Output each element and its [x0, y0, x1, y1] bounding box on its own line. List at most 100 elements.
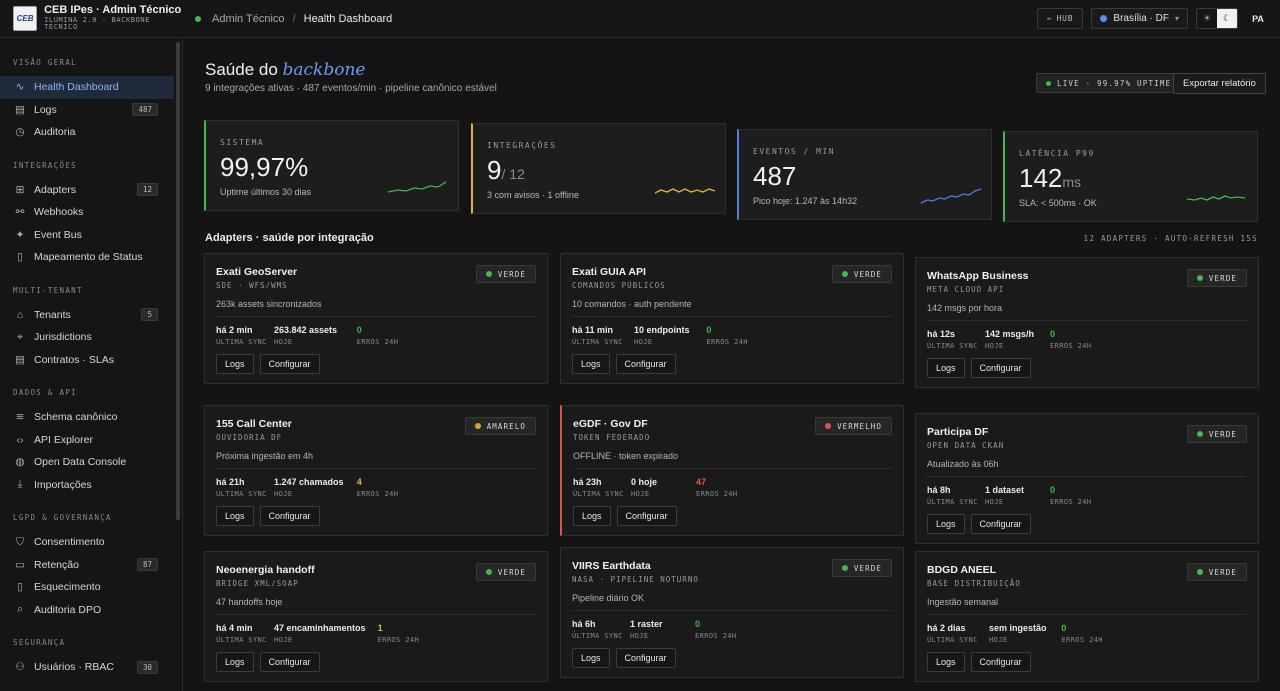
divider [927, 476, 1247, 477]
adapters-section-title: Adapters · saúde por integração [205, 232, 374, 244]
kpi-card-sistema: SISTEMA 99,97% Uptime últimos 30 dias [204, 120, 459, 211]
configure-button[interactable]: Configurar [615, 648, 676, 668]
sidebar-item-label: API Explorer [34, 433, 93, 446]
divider [216, 316, 536, 317]
kpi-note: SLA: < 500ms · OK [1019, 198, 1097, 208]
sidebar-item-consentimento[interactable]: ⛉ Consentimento [0, 531, 174, 554]
adapter-subtitle: SDE · WFS/WMS [216, 281, 288, 290]
sidebar-item-label: Logs [34, 103, 57, 116]
sidebar-item-mapeamento-de-status[interactable]: ▯ Mapeamento de Status [0, 246, 174, 269]
sidebar-item-label: Schema canônico [34, 411, 118, 424]
configure-button[interactable]: Configurar [615, 354, 676, 374]
sidebar-item-webhooks[interactable]: ⚯ Webhooks [0, 201, 174, 224]
sidebar-item-reten-o[interactable]: ▭ Retenção 87 [0, 554, 174, 577]
adapter-name: Participa DF [927, 426, 989, 438]
count-badge: 487 [132, 103, 158, 117]
sidebar-item-auditoria-dpo[interactable]: ⌕ Auditoria DPO [0, 599, 174, 622]
adapter-description: Pipeline diário OK [572, 593, 645, 603]
adapter-name: BDGD ANEEL [927, 564, 997, 576]
configure-button[interactable]: Configurar [259, 506, 320, 526]
sidebar-item-label: Health Dashboard [34, 81, 119, 94]
pulse-icon: ∿ [15, 81, 25, 94]
logs-button[interactable]: Logs [573, 506, 611, 526]
sidebar-item-label: Mapeamento de Status [34, 251, 143, 264]
sidebar-item-event-bus[interactable]: ✦ Event Bus [0, 224, 174, 247]
adapter-subtitle: META CLOUD API [927, 285, 1005, 294]
sidebar-item-schema-can-nico[interactable]: ≋ Schema canônico [0, 406, 174, 429]
kpi-value: 487 [753, 161, 797, 191]
logs-button[interactable]: Logs [572, 354, 610, 374]
kpi-card-eventos-min: EVENTOS / MIN 487 Pico hoje: 1.247 às 14… [737, 129, 992, 220]
stat-errors: 0 ERROS 24H [706, 325, 748, 346]
region-selector[interactable]: Brasília · DF ▾ [1091, 8, 1188, 29]
avatar[interactable]: PA [1252, 13, 1264, 24]
logs-button[interactable]: Logs [216, 652, 254, 672]
webhook-icon: ⚯ [15, 206, 25, 219]
count-badge: 12 [136, 183, 158, 197]
file-icon: ▯ [17, 251, 23, 264]
stat-today: 1 dataset HOJE [985, 485, 1025, 506]
sidebar-item-jurisdictions[interactable]: ⌖ Jurisdictions [0, 326, 174, 349]
sidebar-item-contratos-slas[interactable]: ▤ Contratos · SLAs [0, 349, 174, 372]
sidebar-item-api-explorer[interactable]: ‹› API Explorer [0, 429, 174, 452]
archive-icon: ▭ [15, 558, 25, 571]
sidebar-group-title: MULTI-TENANT [13, 285, 83, 295]
logs-button[interactable]: Logs [927, 358, 965, 378]
configure-button[interactable]: Configurar [970, 652, 1031, 672]
sidebar-item-health-dashboard[interactable]: ∿ Health Dashboard [0, 76, 174, 99]
count-badge: 30 [136, 660, 158, 674]
adapter-subtitle: NASA · PIPELINE NOTURNO [572, 575, 699, 584]
logs-button[interactable]: Logs [927, 652, 965, 672]
status-badge: AMARELO [464, 417, 536, 435]
download-icon: ⤓ [17, 478, 23, 491]
configure-button[interactable]: Configurar [970, 514, 1031, 534]
status-badge: VERMELHO [815, 417, 892, 435]
sidebar-item-open-data-console[interactable]: ◍ Open Data Console [0, 451, 174, 474]
breadcrumb-item-admin[interactable]: Admin Técnico [212, 12, 285, 25]
adapter-card: WhatsApp Business META CLOUD API VERDE 1… [915, 257, 1259, 388]
sidebar: VISÃO GERAL ∿ Health Dashboard ▤ Logs 487 ◷ Aud… [0, 39, 183, 691]
sun-icon[interactable]: ☀ [1202, 13, 1212, 23]
configure-button[interactable]: Configurar [616, 506, 677, 526]
sidebar-item-tenants[interactable]: ⌂ Tenants 5 [0, 304, 174, 327]
stat-today: 1 raster HOJE [630, 619, 663, 640]
stat-today: 47 encaminhamentos HOJE [274, 623, 366, 644]
logs-button[interactable]: Logs [216, 506, 254, 526]
sparkline [1186, 195, 1246, 201]
kpi-value: 99,97% [220, 152, 309, 182]
brand[interactable]: CEB CEB IPes · Admin Técnico ILUMINA 2.0… [0, 0, 183, 38]
adapter-card: Participa DF OPEN DATA CKAN VERDE Atuali… [915, 413, 1259, 544]
stat-today: 0 hoje HOJE [631, 477, 658, 498]
adapter-description: 10 comandos · auth pendente [572, 299, 692, 309]
sidebar-item-logs[interactable]: ▤ Logs 487 [0, 99, 174, 122]
sidebar-item-importa-es[interactable]: ⤓ Importações [0, 474, 174, 497]
sidebar-item-adapters[interactable]: ⊞ Adapters 12 [0, 179, 174, 202]
adapter-name: Exati GUIA API [572, 266, 646, 278]
configure-button[interactable]: Configurar [259, 354, 320, 374]
database-icon: ≋ [15, 411, 25, 424]
configure-button[interactable]: Configurar [259, 652, 320, 672]
sidebar-scrollbar[interactable] [176, 42, 180, 520]
sidebar-item-usu-rios-rbac[interactable]: ⚇ Usuários · RBAC 30 [0, 656, 174, 679]
logs-button[interactable]: Logs [216, 354, 254, 374]
sidebar-item-label: Tenants [34, 308, 71, 321]
sidebar-item-auditoria[interactable]: ◷ Auditoria [0, 121, 174, 144]
configure-button[interactable]: Configurar [970, 358, 1031, 378]
kpi-label: EVENTOS / MIN [753, 147, 836, 156]
logs-button[interactable]: Logs [572, 648, 610, 668]
building-icon: ⌂ [16, 308, 24, 321]
kpi-label: LATÊNCIA P99 [1019, 149, 1095, 158]
divider [572, 610, 892, 611]
export-report-button[interactable]: Exportar relatório [1173, 73, 1266, 94]
count-badge: 5 [141, 308, 158, 322]
page-title: Saúde do backbone [205, 60, 366, 80]
status-badge: VERDE [1186, 269, 1247, 287]
code-icon: ‹› [16, 433, 24, 446]
hub-button[interactable]: ← HUB [1036, 8, 1084, 29]
sidebar-item-label: Esquecimento [34, 581, 101, 594]
hub-label: HUB [1056, 14, 1074, 23]
logs-button[interactable]: Logs [927, 514, 965, 534]
moon-icon[interactable]: ☾ [1217, 9, 1237, 28]
stat-errors: 0 ERROS 24H [356, 325, 399, 346]
sidebar-item-esquecimento[interactable]: ▯ Esquecimento [0, 576, 174, 599]
